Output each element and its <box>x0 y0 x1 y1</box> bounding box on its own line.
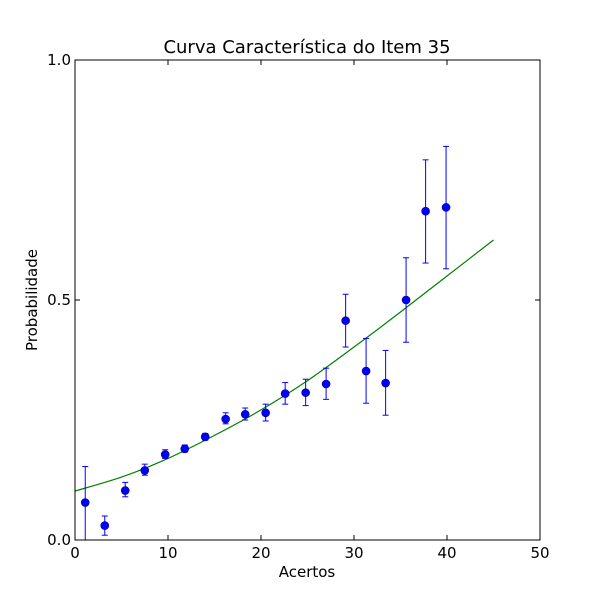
plot-area <box>74 59 541 541</box>
x-tick-label-3: 30 <box>344 544 363 562</box>
data-point-9 <box>240 409 250 419</box>
x-tick-label-4: 40 <box>437 544 456 562</box>
data-point-16 <box>381 378 390 388</box>
x-tick-label-5: 50 <box>530 544 549 562</box>
x-tick-label-2: 20 <box>251 544 270 562</box>
data-point-10 <box>261 408 270 418</box>
data-point-18 <box>421 206 430 216</box>
data-point-13 <box>321 379 331 389</box>
y-tick-label-2: 1.0 <box>47 51 71 69</box>
tick-label-layer: 0 10 20 30 40 50 0.0 0.5 1.0 <box>47 51 549 562</box>
data-point-7 <box>200 432 210 442</box>
y-tick-label-0: 0.0 <box>47 531 71 549</box>
data-point-2 <box>100 521 110 530</box>
data-point-15 <box>361 366 371 376</box>
data-point-4 <box>140 466 150 475</box>
data-point-19 <box>441 203 451 212</box>
y-tick-label-1: 0.5 <box>47 291 71 309</box>
x-tick-label-1: 10 <box>158 544 177 562</box>
tick-mark-layer <box>74 59 541 541</box>
data-point-17 <box>401 295 411 305</box>
chart-title: Curva Característica do Item 35 <box>163 37 450 58</box>
data-point-8 <box>221 414 230 424</box>
data-point-6 <box>180 444 190 454</box>
data-point-5 <box>160 450 170 459</box>
x-tick-label-0: 0 <box>70 544 80 562</box>
x-axis-label: Acertos <box>279 563 336 581</box>
data-point-12 <box>301 388 310 397</box>
data-point-11 <box>280 389 290 398</box>
data-point-layer <box>80 203 451 530</box>
y-axis-label: Probabilidade <box>23 249 41 351</box>
data-point-3 <box>120 486 130 495</box>
data-point-1 <box>80 498 90 507</box>
data-point-14 <box>341 316 350 325</box>
